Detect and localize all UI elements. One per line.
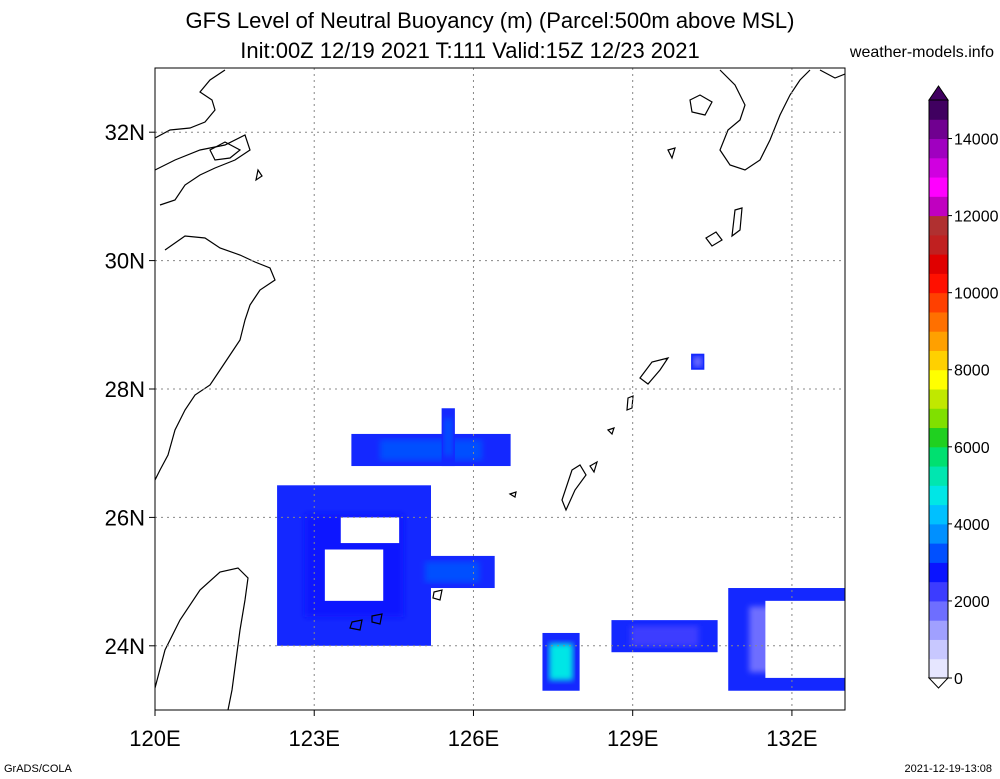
colorbar-swatch xyxy=(929,157,948,178)
colorbar-swatch xyxy=(929,581,948,602)
grads-credit: GrADS/COLA xyxy=(4,763,72,775)
colorbar: 0 2000 4000 6000 8000 10000 12000 14000 xyxy=(927,85,999,689)
ryukyu-islands xyxy=(349,357,670,631)
colorbar-swatch xyxy=(929,196,948,217)
site-credit: weather-models.info xyxy=(849,44,994,61)
colorbar-swatch xyxy=(929,639,948,660)
region-band-north-vertical xyxy=(444,418,453,456)
region-spot-130E xyxy=(693,356,702,367)
colorbar-swatch xyxy=(929,466,948,486)
colorbar-label-10000: 10000 xyxy=(954,286,999,303)
axis-labels: 120E 123E 126E 129E 132E 24N 26N 28N 30N 32N xyxy=(105,120,818,751)
taiwan-coastline xyxy=(155,567,249,710)
colorbar-swatch xyxy=(929,177,948,197)
kyushu-coastline xyxy=(719,69,845,171)
field-gap-0 xyxy=(324,549,384,601)
colorbar-swatch xyxy=(929,600,948,621)
buoyancy-field xyxy=(277,353,845,691)
colorbar-label-2000: 2000 xyxy=(954,594,990,611)
colorbar-swatch xyxy=(929,446,948,467)
colorbar-min-arrow xyxy=(927,677,950,689)
colorbar-swatch xyxy=(929,562,948,583)
colorbar-label-6000: 6000 xyxy=(954,440,990,457)
coastlines xyxy=(155,69,845,710)
colorbar-swatch xyxy=(929,119,948,140)
generation-timestamp: 2021-12-19-13:08 xyxy=(904,763,992,775)
colorbar-label-8000: 8000 xyxy=(954,363,990,380)
lon-label-120E: 120E xyxy=(129,726,180,751)
colorbar-max-arrow xyxy=(928,85,949,101)
colorbar-swatch xyxy=(929,523,948,544)
kyushu-islands xyxy=(667,94,743,247)
colorbar-swatch xyxy=(929,234,948,255)
colorbar-swatch xyxy=(929,350,948,371)
region-band-southeast xyxy=(630,625,699,647)
region-band-middle xyxy=(425,561,480,583)
colorbar-swatch xyxy=(929,427,948,448)
lon-label-126E: 126E xyxy=(448,726,499,751)
lat-label-26N: 26N xyxy=(105,505,145,530)
colorbar-label-0: 0 xyxy=(954,671,963,688)
colorbar-swatch xyxy=(929,331,948,351)
chart-title-line1: GFS Level of Neutral Buoyancy (m) (Parce… xyxy=(185,8,795,33)
colorbar-swatch xyxy=(929,543,948,563)
colorbar-swatch xyxy=(929,215,948,236)
colorbar-swatch xyxy=(929,138,948,159)
lat-label-30N: 30N xyxy=(105,249,145,274)
china-coastline xyxy=(155,69,276,481)
graticule xyxy=(155,68,845,710)
colorbar-swatch xyxy=(929,408,948,429)
field-gap-1 xyxy=(340,517,400,544)
lat-label-28N: 28N xyxy=(105,377,145,402)
yangtze-estuary xyxy=(209,141,263,182)
colorbar-swatch xyxy=(929,292,948,313)
region-patch-128E xyxy=(549,643,573,681)
colorbar-label-4000: 4000 xyxy=(954,517,990,534)
lon-label-132E: 132E xyxy=(766,726,817,751)
lon-label-129E: 129E xyxy=(607,726,658,751)
field-gap-2 xyxy=(765,600,845,678)
lat-label-32N: 32N xyxy=(105,120,145,145)
colorbar-swatch xyxy=(929,311,948,332)
lat-label-24N: 24N xyxy=(105,634,145,659)
colorbar-swatch xyxy=(929,389,948,409)
colorbar-swatch xyxy=(929,485,948,506)
colorbar-swatch xyxy=(929,504,948,525)
colorbar-swatch xyxy=(929,620,948,640)
colorbar-label-14000: 14000 xyxy=(954,132,999,149)
colorbar-frame xyxy=(928,99,949,679)
colorbar-swatch xyxy=(929,254,948,274)
colorbar-swatch xyxy=(929,273,948,294)
lon-label-123E: 123E xyxy=(289,726,340,751)
colorbar-swatch xyxy=(929,100,948,120)
chart-title-line2: Init:00Z 12/19 2021 T:111 Valid:15Z 12/2… xyxy=(240,38,700,63)
colorbar-swatch xyxy=(929,658,948,679)
region-band-north xyxy=(380,439,482,461)
colorbar-label-12000: 12000 xyxy=(954,209,999,226)
colorbar-swatch xyxy=(929,369,948,390)
